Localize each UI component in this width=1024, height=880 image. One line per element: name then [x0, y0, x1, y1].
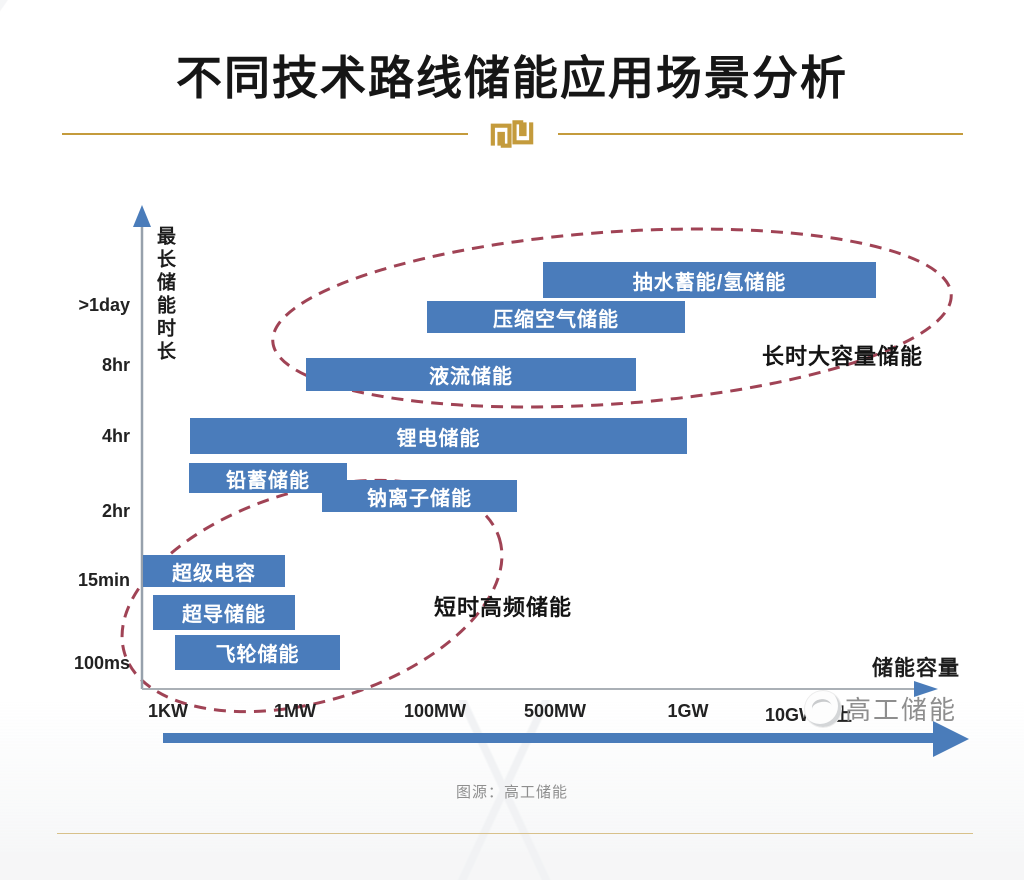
x-tick-500mw: 500MW	[523, 701, 586, 721]
x-tick-1mw: 1MW	[274, 701, 316, 721]
bar-sodium-ion: 钠离子储能	[322, 480, 517, 512]
background-decoration-top	[0, 0, 180, 120]
x-tick-1gw: 1GW	[667, 701, 709, 721]
bar-compressed-air: 压缩空气储能	[427, 301, 685, 333]
bar-lead-acid: 铅蓄储能	[189, 463, 347, 493]
watermark-text: 高工储能	[845, 695, 958, 725]
y-axis-title: 最长储能时长	[154, 226, 175, 364]
x-tick-1kw: 1KW	[148, 701, 188, 721]
bar-flywheel: 飞轮储能	[175, 635, 340, 670]
bar-supercapacitor: 超级电容	[143, 555, 285, 587]
brand-meander-icon	[490, 120, 534, 148]
source-caption: 图源：高工储能	[455, 784, 568, 801]
y-tick-8hr: 8hr	[101, 355, 130, 375]
y-tick-15min: 15min	[77, 570, 130, 590]
annotation-long-duration: 长时大容量储能	[762, 344, 924, 369]
x-axis-title: 储能容量	[872, 657, 960, 680]
y-axis-arrow-icon	[133, 205, 151, 227]
bar-flow-battery: 液流储能	[306, 358, 636, 391]
gold-divider-left	[62, 133, 468, 135]
bar-lithium-battery: 锂电储能	[190, 418, 687, 454]
y-tick-2hr: 2hr	[101, 501, 130, 521]
page-title: 不同技术路线储能应用场景分析	[176, 52, 848, 104]
x-tick-100mw: 100MW	[403, 701, 466, 721]
bar-pumped-hydro-hydrogen: 抽水蓄能/氢储能	[543, 262, 876, 298]
gold-divider-right	[558, 133, 963, 135]
background-decoration	[0, 700, 1024, 880]
watermark-logo-icon	[805, 690, 841, 727]
y-tick-4hr: 4hr	[101, 426, 130, 446]
watermark: 高工储能	[805, 690, 957, 727]
annotation-short-duration: 短时高频储能	[434, 595, 573, 620]
bottom-gold-divider	[57, 833, 973, 834]
y-tick-100ms: 100ms	[73, 653, 130, 673]
capacity-arrow-shaft	[163, 733, 933, 743]
y-tick-1day: >1day	[78, 295, 130, 315]
bar-superconducting: 超导储能	[153, 595, 295, 630]
